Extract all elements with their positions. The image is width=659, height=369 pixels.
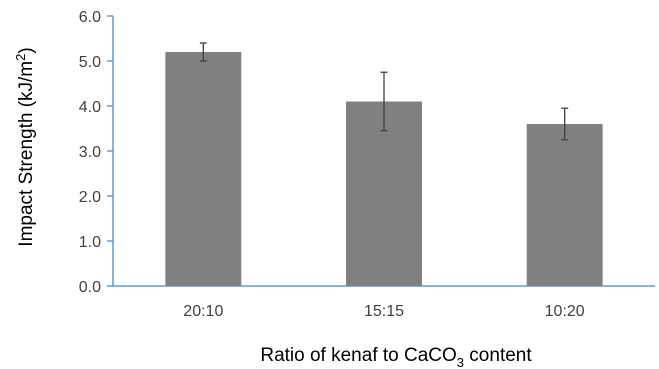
x-tick-label: 10:20	[545, 303, 585, 320]
x-tick-label: 20:10	[183, 303, 223, 320]
y-tick-label: 3.0	[79, 144, 101, 161]
y-tick-label: 4.0	[79, 99, 101, 116]
bar	[346, 101, 422, 286]
error-bars	[199, 42, 569, 141]
x-axis-title: Ratio of kenaf to CaCO3 content	[260, 345, 532, 369]
y-tick-label: 6.0	[79, 9, 101, 26]
error-bar	[380, 71, 388, 132]
bar	[526, 124, 603, 286]
bars	[165, 52, 603, 286]
y-tick-label: 5.0	[79, 54, 101, 71]
y-tick-label: 1.0	[79, 234, 101, 251]
y-axis-ticks: 0.0 1.0 2.0 3.0 4.0 5.0 6.0	[79, 9, 113, 296]
x-axis-ticks: 20:10 15:15 10:20	[183, 303, 584, 320]
error-bar	[199, 42, 207, 62]
y-tick-label: 0.0	[79, 279, 101, 296]
y-axis-title: Impact Strength (kJ/m2)	[13, 47, 37, 246]
y-tick-label: 2.0	[79, 189, 101, 206]
error-bar	[561, 107, 569, 141]
x-tick-label: 15:15	[364, 303, 404, 320]
bar	[165, 52, 242, 286]
